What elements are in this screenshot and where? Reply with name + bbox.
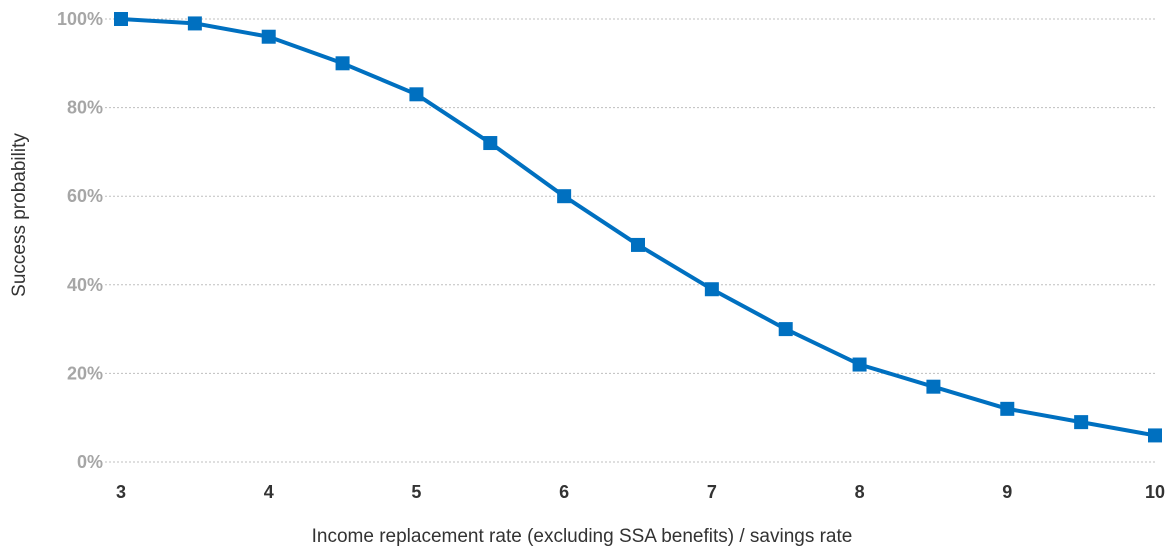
x-tick-label: 7 [707,482,717,502]
y-tick-label: 0% [77,452,103,472]
data-point-marker [1000,401,1015,416]
x-tick-label: 9 [1002,482,1012,502]
data-point-marker [409,87,424,102]
x-tick-label: 4 [264,482,274,502]
data-point-marker [187,16,202,31]
data-point-marker [1148,428,1162,443]
data-point-marker [557,189,572,204]
data-point-marker [261,29,276,44]
data-point-marker [1074,415,1089,430]
data-point-marker [926,379,941,394]
x-tick-label: 8 [855,482,865,502]
data-point-marker [335,56,350,71]
data-point-marker [852,357,867,372]
y-axis-label: Success probability [9,133,30,297]
y-tick-label: 60% [67,186,103,206]
data-point-marker [704,282,719,297]
series-group [114,12,1162,443]
y-tick-label: 20% [67,363,103,383]
y-tick-label: 80% [67,98,103,118]
y-tick-label: 40% [67,275,103,295]
gridlines [105,18,1155,463]
x-axis-label: Income replacement rate (excluding SSA b… [312,526,853,547]
data-point-marker [483,136,498,151]
x-tick-label: 6 [559,482,569,502]
x-tick-label: 10 [1145,482,1165,502]
x-axis-ticks: 3 4 5 6 7 8 9 10 [116,482,1165,502]
y-tick-label: 100% [57,9,103,29]
data-point-marker [631,237,645,252]
x-tick-label: 3 [116,482,126,502]
x-tick-label: 5 [411,482,421,502]
data-point-marker [114,12,128,26]
y-axis-ticks: 0% 20% 40% 60% 80% 100% [57,9,103,472]
data-point-marker [778,322,793,337]
